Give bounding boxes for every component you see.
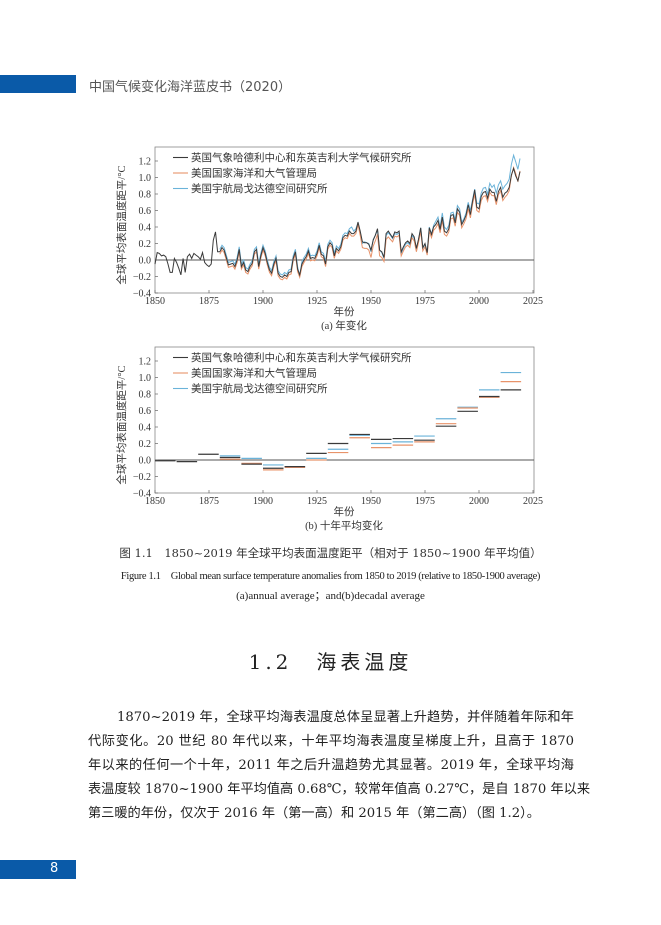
y-axis-label: 全球平均表面温度距平/°C xyxy=(115,365,128,484)
figure-1-1: 1850 1875 1900 1925 1950 1975 2000 2025 −0.4 −0.2… xyxy=(115,146,543,532)
x-tick-label: 1875 xyxy=(199,296,219,307)
y-tick-label: −0.2 xyxy=(133,272,151,283)
y-tick-label: 0.4 xyxy=(139,423,152,434)
chart-subtitle: (a) 年变化 xyxy=(321,319,367,332)
legend-label: 美国宇航局戈达德空间研究所 xyxy=(191,382,328,395)
legend-label: 英国气象哈德利中心和东英吉利大学气候研究所 xyxy=(191,351,412,364)
y-tick-label: 0.0 xyxy=(139,256,152,267)
x-tick-label: 1850 xyxy=(145,496,165,507)
y-tick-label: 1.2 xyxy=(139,357,152,368)
plot-frame xyxy=(154,146,535,294)
x-tick-label: 1975 xyxy=(415,496,435,507)
y-tick-label: 0.0 xyxy=(139,456,152,467)
figure-caption-en: Figure 1.1 Global mean surface temperatu… xyxy=(120,571,541,582)
y-tick-label: 0.6 xyxy=(139,406,152,417)
y-tick-label: −0.2 xyxy=(133,472,151,483)
body-line: 表温度较 1870~1900 年平均值高 0.68℃，较常年值高 0.27℃，是… xyxy=(88,782,591,797)
y-tick-label: −0.4 xyxy=(133,289,151,300)
x-tick-label: 1950 xyxy=(361,296,381,307)
series-line-1 xyxy=(219,165,521,281)
y-tick-label: 0.6 xyxy=(139,206,152,217)
x-tick-label: 1875 xyxy=(199,496,219,507)
y-tick-label: −0.4 xyxy=(133,489,151,500)
x-tick-label: 2000 xyxy=(469,296,489,307)
x-tick-label: 2025 xyxy=(523,496,543,507)
y-tick-label: 0.4 xyxy=(139,223,152,234)
y-tick-label: 0.2 xyxy=(139,439,152,450)
legend-label: 美国宇航局戈达德空间研究所 xyxy=(191,182,328,195)
y-axis-label: 全球平均表面温度距平/°C xyxy=(115,165,128,284)
series-line-0 xyxy=(154,166,521,278)
body-line: 1870~2019 年，全球平均海表温度总体呈显著上升趋势，并伴随着年际和年 xyxy=(117,710,574,725)
x-axis-label: 年份 xyxy=(334,305,355,318)
y-tick-label: 1.2 xyxy=(139,157,152,168)
x-axis-label: 年份 xyxy=(334,505,355,518)
x-tick-label: 2025 xyxy=(523,296,543,307)
y-tick-label: 1.0 xyxy=(139,173,152,184)
x-tick-label: 1975 xyxy=(415,296,435,307)
page-number: 8 xyxy=(50,861,59,876)
figure-caption-cn: 图 1.1 1850~2019 年全球平均表面温度距平（相对于 1850~190… xyxy=(119,546,542,560)
y-tick-label: 0.8 xyxy=(139,190,152,201)
legend-label: 英国气象哈德利中心和东英吉利大学气候研究所 xyxy=(191,151,412,164)
chart-subtitle: (b) 十年平均变化 xyxy=(305,519,383,532)
footer-color-bar xyxy=(0,860,76,879)
running-header: 中国气候变化海洋蓝皮书（2020） xyxy=(89,80,292,95)
x-tick-label: 1900 xyxy=(253,296,273,307)
x-tick-label: 1925 xyxy=(307,496,327,507)
plot-frame xyxy=(154,346,535,494)
x-tick-label: 1850 xyxy=(145,296,165,307)
chart-a: 1850 1875 1900 1925 1950 1975 2000 2025 −0.4 −0.2… xyxy=(115,146,543,332)
x-tick-label: 1950 xyxy=(361,496,381,507)
body-line: 年以来的任何一个十年，2011 年之后升温趋势尤其显著。2019 年，全球平均海 xyxy=(88,758,574,773)
body-line: 第三暖的年份，仅次于 2016 年（第一高）和 2015 年（第二高）（图 1.… xyxy=(88,806,540,821)
section-heading: 1.2 海表温度 xyxy=(248,650,413,674)
legend-label: 美国国家海洋和大气管理局 xyxy=(191,367,317,380)
chart-b: 1850 1875 1900 1925 1950 1975 2000 2025 −0.4 −0.2… xyxy=(115,346,543,532)
body-line: 代际变化。20 世纪 80 年代以来，十年平均海表温度呈梯度上升，且高于 187… xyxy=(88,734,574,749)
y-tick-label: 0.2 xyxy=(139,239,152,250)
x-tick-label: 2000 xyxy=(469,496,489,507)
x-tick-label: 1900 xyxy=(253,496,273,507)
y-tick-label: 0.8 xyxy=(139,390,152,401)
legend-label: 美国国家海洋和大气管理局 xyxy=(191,167,317,180)
y-tick-label: 1.0 xyxy=(139,373,152,384)
x-tick-label: 1925 xyxy=(307,296,327,307)
figure-caption-en-line2: (a)annual average；and(b)decadal average xyxy=(236,590,425,602)
header-color-bar xyxy=(0,75,76,93)
